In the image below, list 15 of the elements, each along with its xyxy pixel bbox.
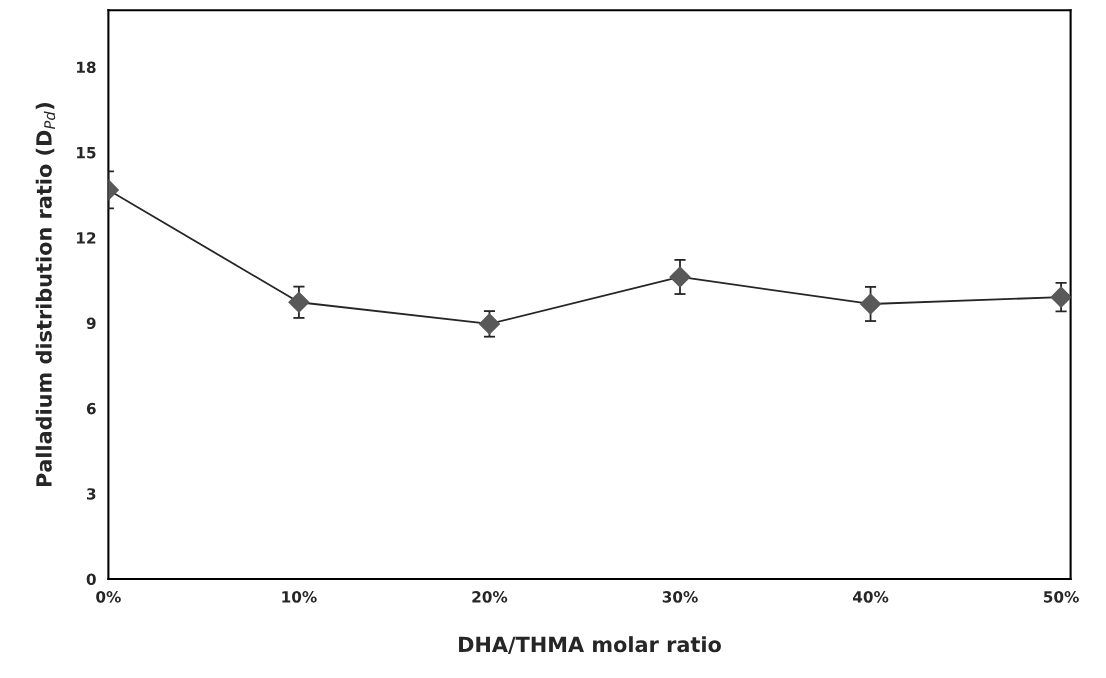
x-tick-label: 40% (852, 591, 889, 603)
y-tick-label: 9 (86, 317, 96, 330)
x-tick-label: 20% (472, 591, 508, 603)
x-tick-label: 0% (96, 591, 121, 603)
x-tick-label: 30% (662, 591, 698, 603)
y-tick-label: 0 (86, 573, 96, 586)
y-tick-label: 12 (77, 232, 96, 244)
y-tick-label: 6 (86, 402, 96, 415)
y-tick-label: 15 (77, 147, 96, 159)
x-axis-title: DHA/THMA molar ratio (459, 636, 721, 654)
y-tick-label: 3 (86, 488, 96, 500)
y-tick-label: 18 (77, 61, 96, 74)
x-tick-label: 50% (1043, 591, 1079, 603)
x-tick-label: 10% (282, 591, 317, 603)
y-axis-title: Palladium distribution ratio (D$_{Pd}$) (35, 103, 56, 487)
